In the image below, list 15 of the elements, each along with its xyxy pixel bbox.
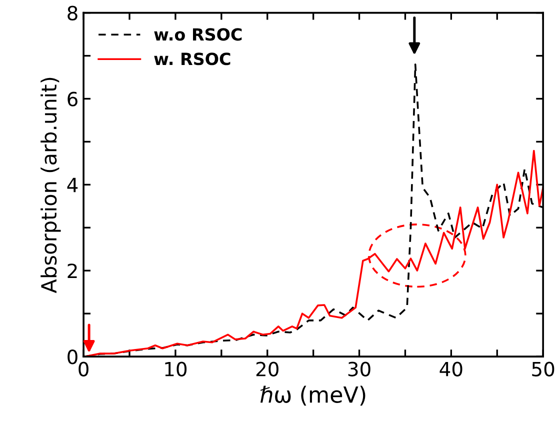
x-axis-title: ℏω (meV) <box>260 386 366 406</box>
y-tick-label: 4 <box>67 178 78 192</box>
legend-label: w. RSOC <box>154 52 230 66</box>
legend-label: w.o RSOC <box>154 28 242 41</box>
y-axis-title: Absorption (arb.unit) <box>40 78 61 294</box>
x-tick-label: 10 <box>165 362 187 376</box>
x-tick-label: 50 <box>532 362 554 376</box>
y-tick-label: 6 <box>68 92 78 106</box>
x-tick-label: 20 <box>256 362 278 376</box>
x-tick-label: 30 <box>348 362 370 376</box>
x-tick-label: 40 <box>440 362 462 376</box>
y-tick-label: 2 <box>68 264 77 278</box>
y-tick-label: 8 <box>68 6 78 20</box>
y-tick-label: 0 <box>68 350 78 364</box>
x-tick-label: 0 <box>78 362 88 376</box>
